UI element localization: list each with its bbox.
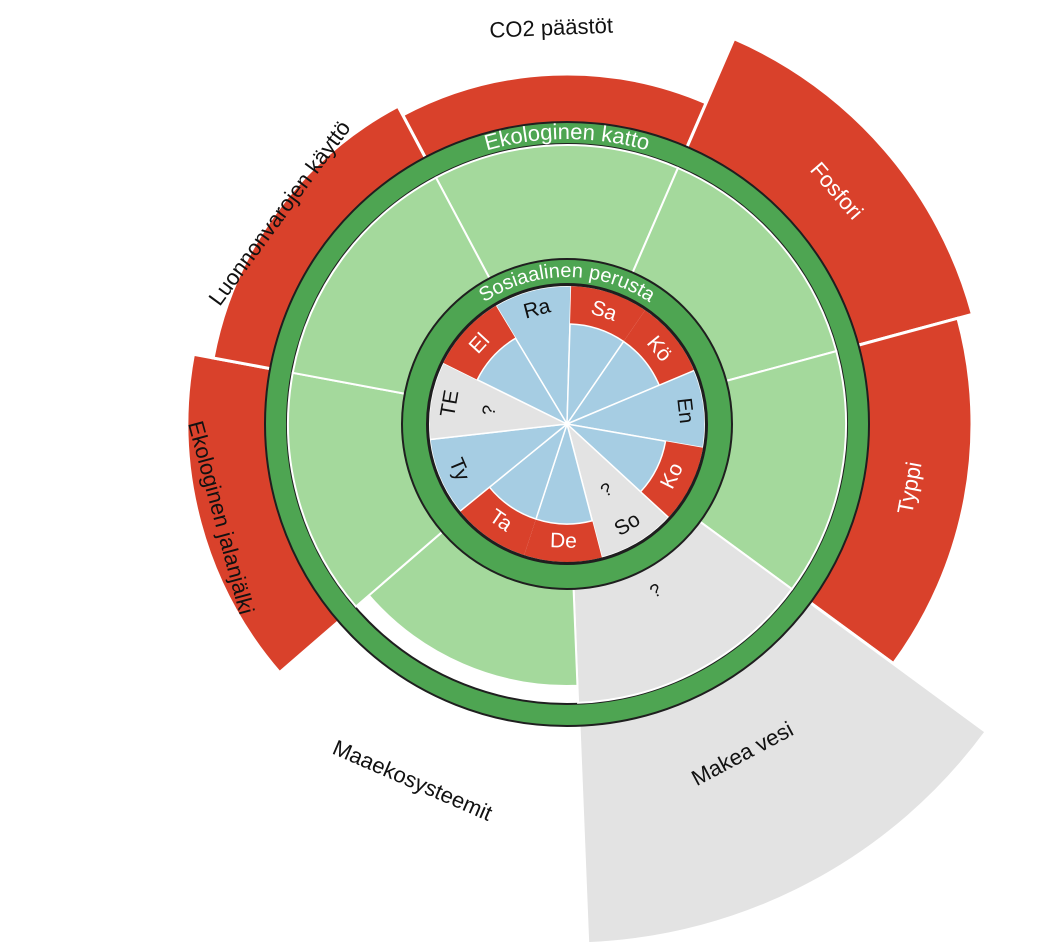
social-wedge-Ty	[429, 422, 570, 513]
social-label-En: En	[672, 397, 698, 425]
ecological-overshoot-layer	[185, 36, 989, 946]
social-wedge-Ra	[494, 285, 572, 427]
eco-label-5: Maaekosysteemit	[329, 735, 496, 826]
social-unknown-mark-TE: ?	[478, 404, 499, 417]
social-core-outline	[427, 284, 707, 564]
social-label-TE: TE	[436, 388, 463, 418]
social-wedge-So	[565, 421, 670, 559]
social-wedge-En	[564, 369, 706, 449]
social-wedge-TE	[428, 361, 570, 441]
social-achieved-El	[476, 337, 569, 426]
social-label-De: De	[550, 529, 578, 553]
eco-label-1: CO2 päästöt	[489, 13, 613, 43]
